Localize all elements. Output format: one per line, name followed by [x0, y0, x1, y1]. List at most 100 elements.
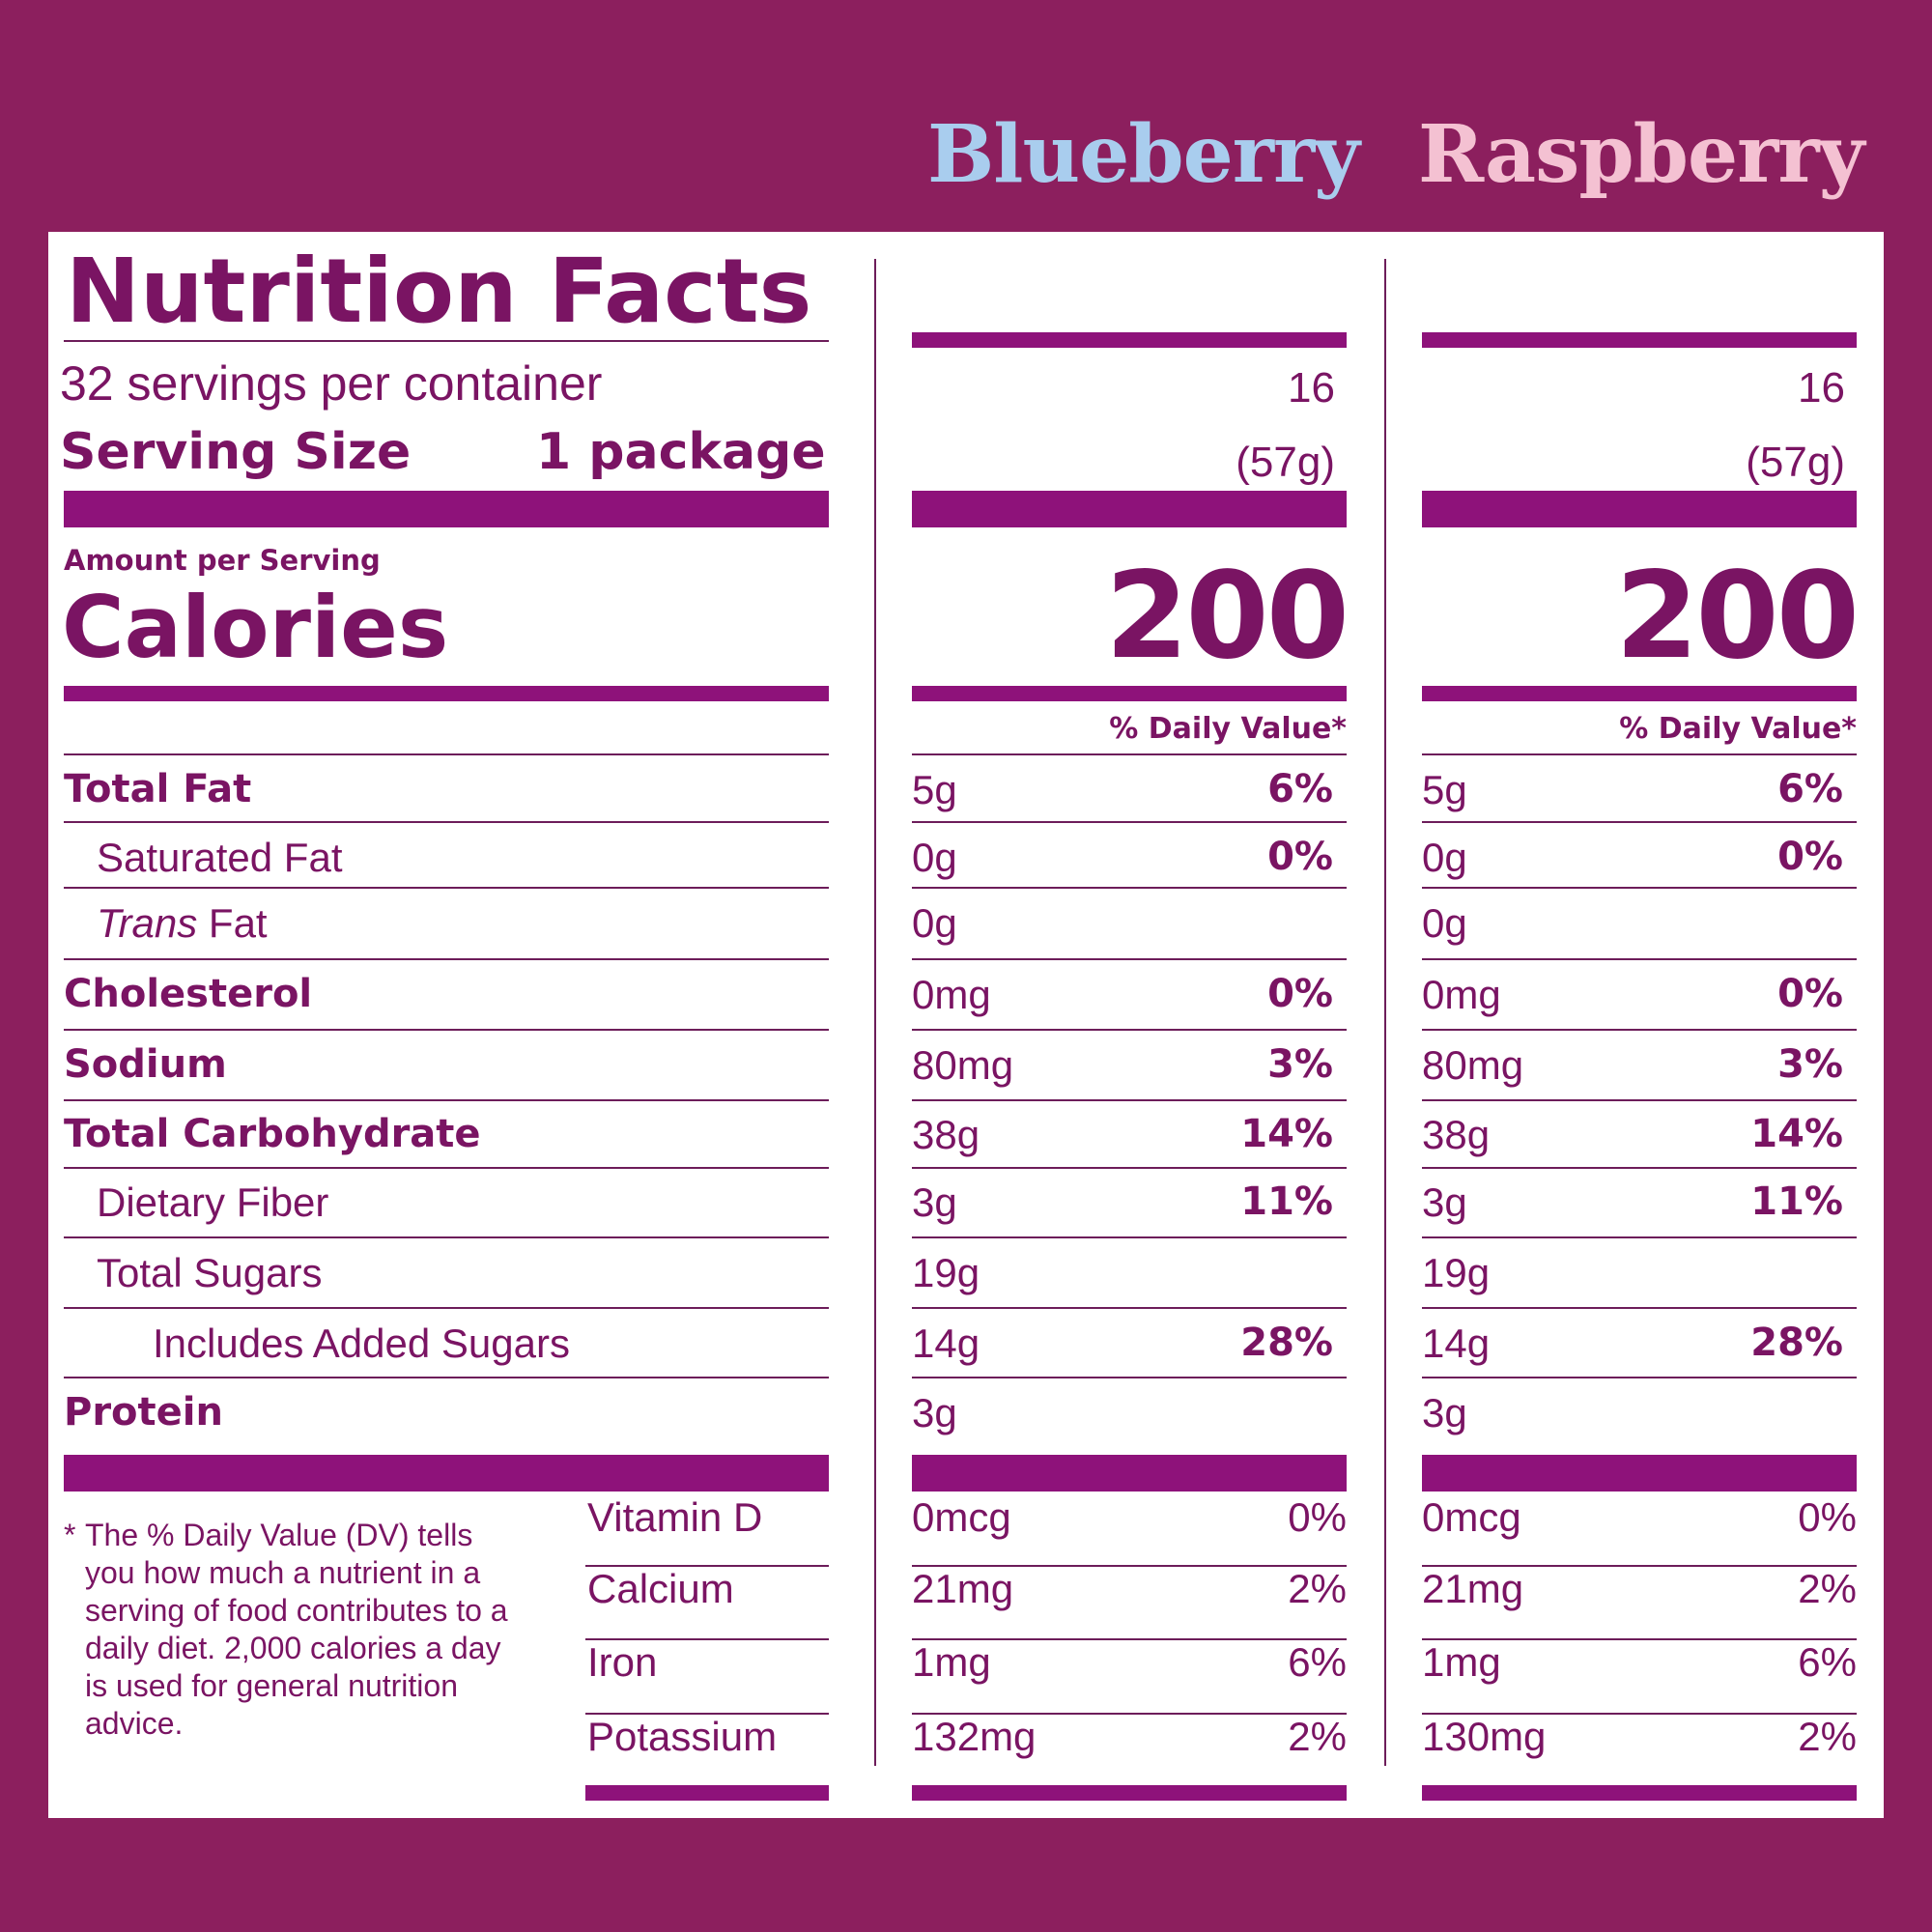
- nutrient-amount: 0g: [1422, 835, 1467, 880]
- nutrient-amount: 5g: [912, 767, 957, 812]
- serving-grams: (57g): [1236, 439, 1335, 486]
- serving-size-label: Serving Size: [60, 423, 412, 481]
- column-vitamin-rule: [1422, 1713, 1857, 1715]
- serving-grams: (57g): [1746, 439, 1845, 486]
- vitamin-label: Calcium: [587, 1566, 734, 1611]
- nutrient-daily-value: 0%: [1777, 972, 1843, 1016]
- nutrient-row-rule: [64, 1099, 829, 1101]
- daily-value-header: % Daily Value*: [1619, 712, 1857, 746]
- vitamin-bottom-rule: [585, 1785, 829, 1801]
- column-calories-rule: [912, 686, 1347, 701]
- column-row-rule: [912, 821, 1347, 823]
- nutrient-row-rule: [64, 1236, 829, 1238]
- vitamin-daily-value: 2%: [1288, 1714, 1347, 1759]
- column-row-rule: [1422, 1099, 1857, 1101]
- flavor-raspberry-title: Raspberry: [1418, 108, 1864, 201]
- nutrient-label: Includes Added Sugars: [153, 1323, 570, 1364]
- nutrient-row-rule: [64, 1029, 829, 1031]
- nutrient-daily-value: 14%: [1240, 1112, 1333, 1156]
- calories-value: 200: [1105, 547, 1350, 686]
- nutrient-amount: 38g: [1422, 1112, 1491, 1157]
- nutrient-row-rule: [64, 887, 829, 889]
- vitamin-amount: 130mg: [1422, 1714, 1547, 1759]
- vitamin-amount: 0mcg: [912, 1494, 1011, 1540]
- calories-label: Calories: [62, 578, 449, 677]
- vitamin-amount: 132mg: [912, 1714, 1037, 1759]
- column-thick-rule-bottom: [912, 1455, 1347, 1492]
- daily-value-rule: [64, 753, 829, 755]
- nutrient-amount: 14g: [912, 1321, 980, 1366]
- column-vitamin-rule: [912, 1713, 1347, 1715]
- vitamin-daily-value: 6%: [1798, 1639, 1857, 1685]
- column-row-rule: [1422, 1236, 1857, 1238]
- column-row-rule: [912, 958, 1347, 960]
- nutrient-label-text: Dietary Fiber: [97, 1179, 329, 1225]
- column-top-rule: [912, 332, 1347, 348]
- nutrient-label-text: Saturated Fat: [97, 835, 343, 880]
- column-row-rule: [1422, 1377, 1857, 1378]
- vitamin-amount: 1mg: [1422, 1639, 1501, 1685]
- vitamin-daily-value: 6%: [1288, 1639, 1347, 1685]
- column-bottom-rule: [912, 1785, 1347, 1801]
- vitamin-label: Vitamin D: [587, 1494, 763, 1540]
- column-vitamin-rule: [912, 1565, 1347, 1567]
- nutrient-label-text: Total Carbohydrate: [64, 1112, 481, 1156]
- nutrient-label: Saturated Fat: [97, 838, 342, 878]
- column-row-rule: [912, 1167, 1347, 1169]
- daily-value-footnote: The % Daily Value (DV) tells you how muc…: [85, 1518, 508, 1741]
- nutrient-label: Total Fat: [64, 770, 251, 809]
- calories-value: 200: [1615, 547, 1860, 686]
- column-row-rule: [1422, 1307, 1857, 1309]
- serving-count: 16: [1288, 364, 1335, 412]
- column-dv-rule: [1422, 753, 1857, 755]
- column-row-rule: [912, 1377, 1347, 1378]
- calories-rule: [64, 686, 829, 701]
- nutrition-facts-title: Nutrition Facts: [66, 240, 812, 343]
- nutrient-label-text: Cholesterol: [64, 972, 313, 1016]
- nutrient-label-text: Total Fat: [64, 767, 252, 811]
- amount-per-serving: Amount per Serving: [64, 544, 381, 577]
- column-calories-rule: [1422, 686, 1857, 701]
- nutrient-amount: 19g: [912, 1250, 980, 1295]
- column-thick-rule-top: [1422, 491, 1857, 527]
- column-dv-rule: [912, 753, 1347, 755]
- nutrient-label-text: Sodium: [64, 1042, 227, 1087]
- nutrient-daily-value: 6%: [1777, 767, 1843, 811]
- vitamin-amount: 1mg: [912, 1639, 991, 1685]
- nutrient-row-rule: [64, 958, 829, 960]
- vitamin-label: Potassium: [587, 1714, 778, 1759]
- serving-count: 16: [1798, 364, 1845, 412]
- vitamin-row-rule: [585, 1565, 829, 1567]
- vitamin-daily-value: 0%: [1798, 1494, 1857, 1540]
- nutrient-row-rule: [64, 1307, 829, 1309]
- nutrient-amount: 0g: [912, 900, 957, 946]
- nutrition-facts-panel: Nutrition Facts 32 servings per containe…: [48, 232, 1884, 1818]
- column-row-rule: [912, 1029, 1347, 1031]
- column-row-rule: [912, 1236, 1347, 1238]
- nutrient-label: Cholesterol: [64, 975, 312, 1013]
- nutrient-amount: 0mg: [912, 972, 991, 1017]
- column-row-rule: [912, 1099, 1347, 1101]
- servings-per-container: 32 servings per container: [60, 356, 603, 411]
- nutrient-daily-value: 14%: [1750, 1112, 1843, 1156]
- column-top-rule: [1422, 332, 1857, 348]
- thick-rule-bottom: [64, 1455, 829, 1492]
- column-row-rule: [1422, 1167, 1857, 1169]
- nutrient-label: Total Sugars: [97, 1253, 322, 1293]
- nutrient-label: Trans Fat: [97, 903, 268, 944]
- nutrient-label: Protein: [64, 1393, 223, 1432]
- column-bottom-rule: [1422, 1785, 1857, 1801]
- nutrient-daily-value: 3%: [1777, 1042, 1843, 1087]
- nutrient-label: Sodium: [64, 1045, 227, 1084]
- nutrient-amount: 3g: [1422, 1390, 1467, 1435]
- vitamin-amount: 0mcg: [1422, 1494, 1521, 1540]
- column-thick-rule-top: [912, 491, 1347, 527]
- vitamin-daily-value: 2%: [1288, 1566, 1347, 1611]
- nutrient-row-rule: [64, 1377, 829, 1378]
- nutrient-daily-value: 28%: [1240, 1321, 1333, 1365]
- vitamin-label: Iron: [587, 1639, 658, 1685]
- nutrient-label-text: Total Sugars: [97, 1250, 323, 1295]
- flavor-blueberry-title: Blueberry: [927, 108, 1360, 201]
- nutrient-daily-value: 28%: [1750, 1321, 1843, 1365]
- nutrient-amount: 38g: [912, 1112, 980, 1157]
